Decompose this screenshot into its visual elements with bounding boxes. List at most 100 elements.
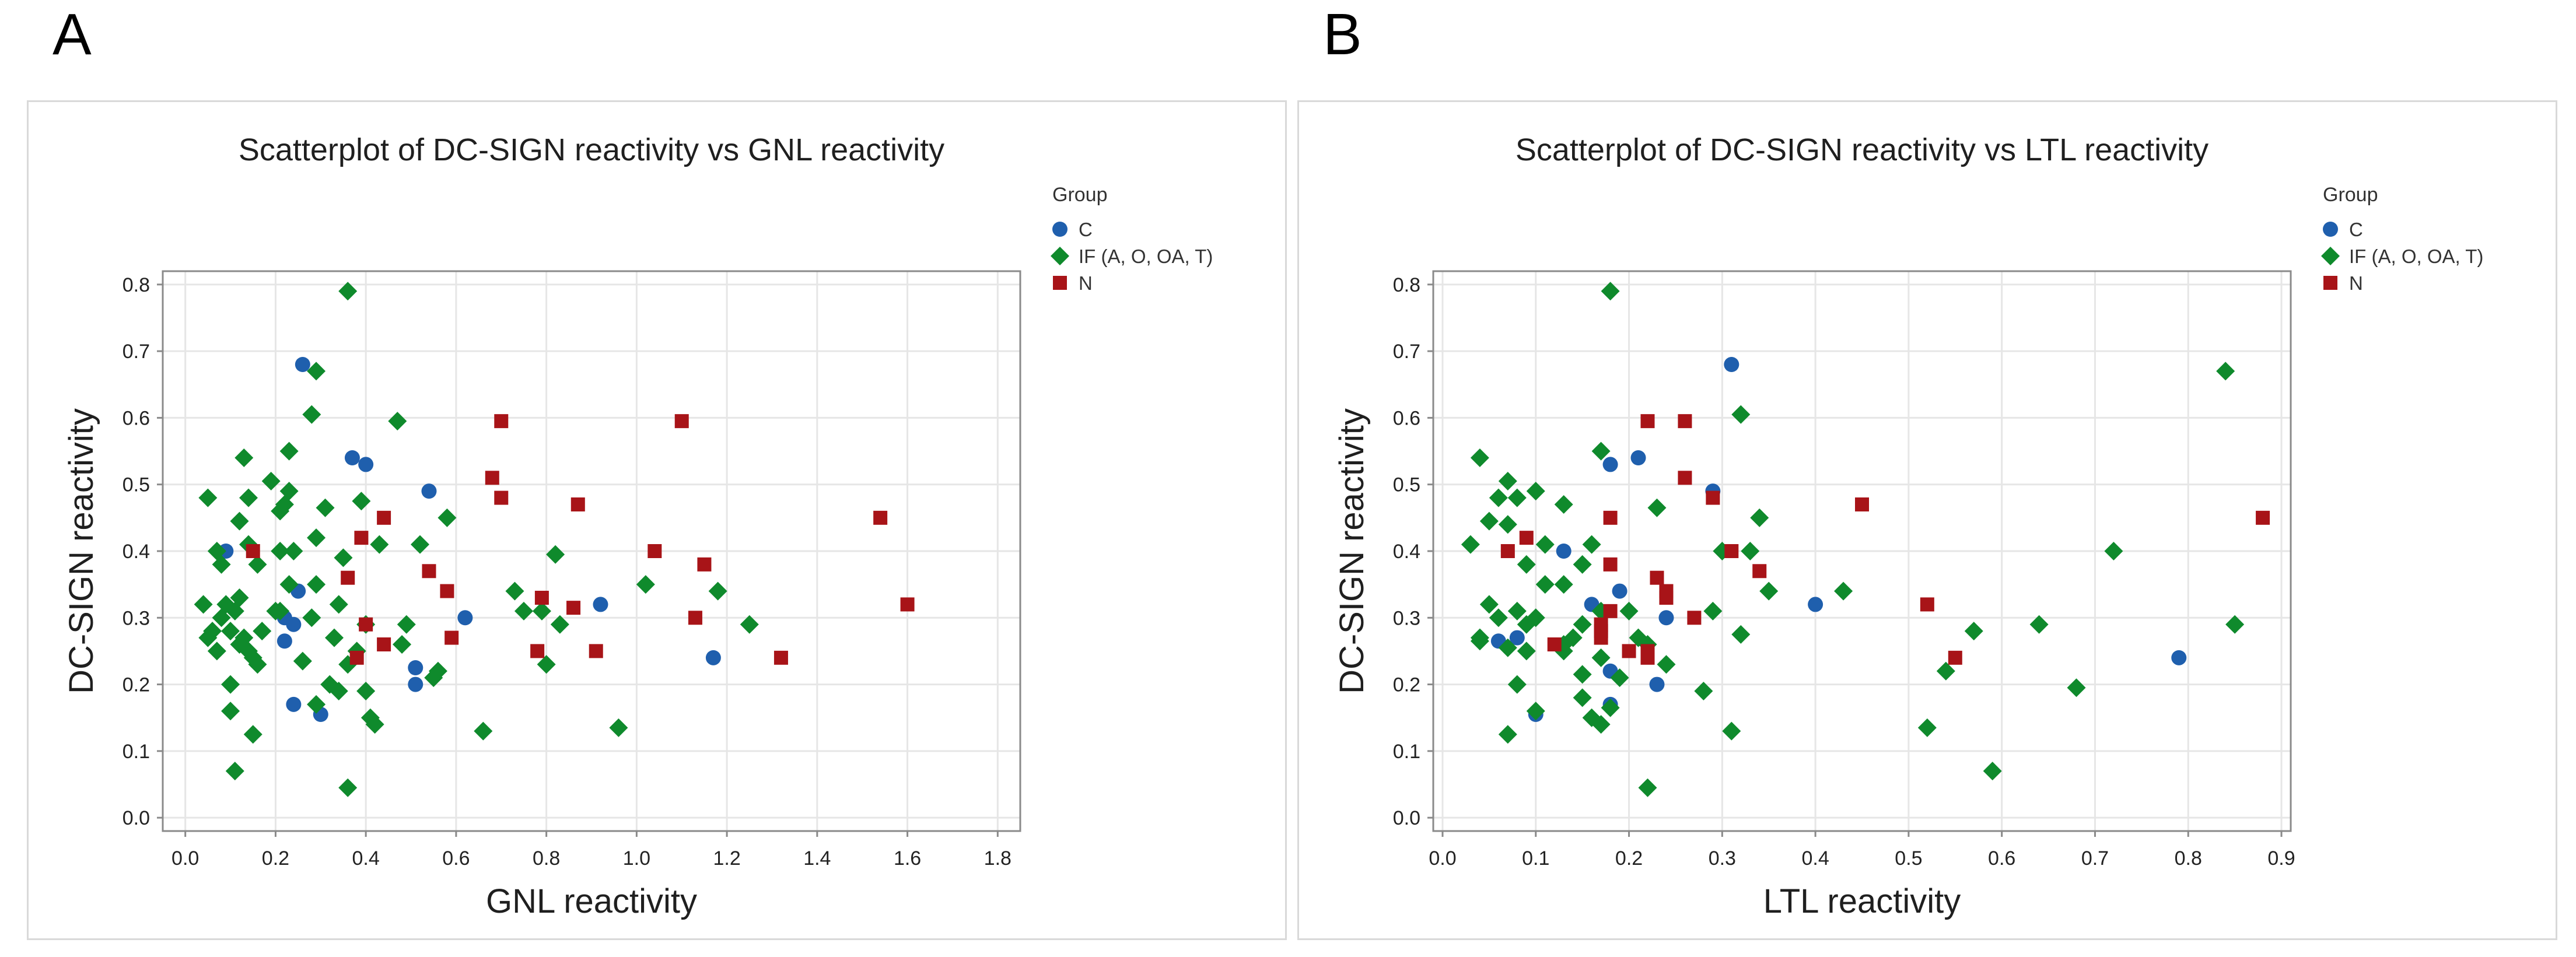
- data-point: [1509, 630, 1525, 646]
- data-point: [198, 628, 218, 647]
- data-point: [397, 615, 416, 634]
- data-point: [534, 591, 549, 605]
- data-point: [261, 472, 281, 490]
- data-point: [2256, 510, 2270, 525]
- data-point: [279, 575, 299, 594]
- data-point: [438, 508, 457, 527]
- legend-label: C: [1079, 219, 1093, 240]
- data-point: [341, 570, 355, 585]
- data-point: [198, 488, 218, 507]
- y-tick-label: 0.0: [1393, 807, 1420, 829]
- data-point: [609, 718, 628, 737]
- data-point: [275, 495, 294, 514]
- data-point: [1479, 595, 1499, 614]
- data-point: [1498, 515, 1517, 534]
- gridlines: [1433, 271, 2291, 831]
- y-tick-label: 0.3: [1393, 607, 1420, 629]
- data-point: [349, 650, 364, 665]
- y-tick-label: 0.7: [123, 341, 150, 363]
- legend-title: Group: [2323, 184, 2378, 206]
- x-tick-label: 1.2: [713, 847, 740, 870]
- data-point: [246, 544, 260, 558]
- data-point: [674, 414, 689, 429]
- data-point: [1461, 535, 1480, 554]
- data-point: [2104, 542, 2123, 560]
- x-axis-label: LTL reactivity: [1763, 882, 1961, 920]
- y-tick-label: 0.4: [1393, 541, 1420, 563]
- data-point: [344, 450, 360, 465]
- data-point: [1638, 778, 1657, 797]
- y-tick-label: 0.7: [1393, 341, 1420, 363]
- data-point: [1601, 698, 1620, 717]
- data-point: [1603, 510, 1618, 525]
- data-point: [1519, 531, 1534, 545]
- data-point: [1498, 472, 1517, 490]
- data-point: [566, 601, 581, 615]
- data-point: [697, 557, 712, 572]
- data-point: [428, 661, 447, 681]
- y-tick-label: 0.4: [123, 541, 150, 563]
- data-point: [377, 637, 391, 651]
- data-point: [1573, 665, 1592, 684]
- data-point: [474, 721, 493, 741]
- data-point: [1948, 650, 1962, 665]
- data-point: [494, 490, 509, 505]
- x-tick-label: 1.4: [803, 847, 831, 870]
- data-point: [1489, 608, 1508, 628]
- y-tick-label: 0.1: [123, 741, 150, 763]
- data-point: [2029, 615, 2049, 634]
- data-point: [688, 611, 702, 625]
- legend-marker-square: [1053, 276, 1067, 290]
- data-point: [1573, 555, 1592, 574]
- data-point: [1554, 495, 1573, 514]
- x-tick-label: 0.6: [442, 847, 470, 870]
- data-point: [1517, 641, 1536, 661]
- data-point: [593, 597, 608, 612]
- data-point: [1554, 575, 1573, 594]
- data-point: [1535, 535, 1555, 554]
- data-point: [243, 648, 262, 667]
- data-point: [1703, 601, 1723, 621]
- series-square: [246, 414, 915, 665]
- y-tick-label: 0.5: [1393, 474, 1420, 496]
- data-point: [352, 492, 371, 511]
- x-tick-label: 0.2: [1615, 847, 1643, 870]
- data-point: [1556, 544, 1572, 559]
- data-point: [1678, 414, 1692, 429]
- data-point: [900, 597, 915, 612]
- data-point: [440, 584, 454, 598]
- data-point: [307, 575, 326, 594]
- data-point: [1694, 682, 1713, 700]
- data-point: [365, 715, 384, 734]
- x-tick-label: 0.4: [352, 847, 380, 870]
- data-point: [370, 535, 389, 554]
- data-point: [494, 414, 509, 429]
- y-axis-label: DC-SIGN reactivity: [62, 408, 100, 694]
- x-tick-label: 1.8: [984, 847, 1012, 870]
- data-point: [1489, 488, 1508, 507]
- data-point: [1526, 608, 1545, 628]
- data-point: [570, 497, 585, 511]
- data-point: [1603, 604, 1618, 618]
- series-diamond: [194, 282, 759, 797]
- data-point: [235, 448, 254, 467]
- data-point: [705, 650, 721, 665]
- data-point: [1610, 668, 1629, 688]
- data-point: [408, 676, 424, 692]
- data-point: [421, 483, 437, 499]
- data-point: [1731, 405, 1751, 424]
- data-point: [225, 762, 244, 781]
- data-point: [248, 555, 267, 574]
- data-point: [1500, 544, 1515, 558]
- data-point: [1470, 448, 1489, 467]
- y-tick-label: 0.1: [1393, 741, 1420, 763]
- legend-label: C: [2349, 219, 2363, 240]
- data-point: [1640, 414, 1655, 429]
- data-point: [1591, 648, 1611, 667]
- data-point: [485, 471, 499, 485]
- data-point: [1731, 625, 1751, 644]
- series-diamond: [1461, 282, 2245, 797]
- data-point: [230, 511, 249, 531]
- data-point: [194, 595, 213, 614]
- data-point: [1547, 637, 1562, 651]
